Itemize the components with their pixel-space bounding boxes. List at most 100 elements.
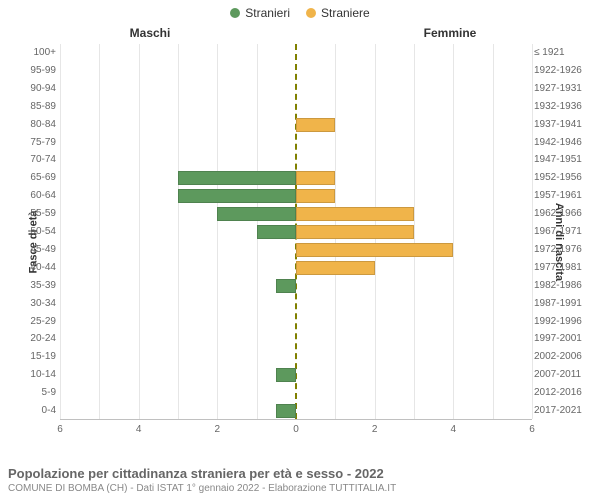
chart-row — [60, 223, 532, 241]
chart-row — [60, 330, 532, 348]
ytick-birth: ≤ 1921 — [534, 44, 586, 62]
legend-label-male: Stranieri — [245, 6, 290, 20]
bar-female — [296, 118, 335, 132]
ytick-birth: 1967-1971 — [534, 223, 586, 241]
xtick: 4 — [451, 424, 457, 435]
chart-row — [60, 277, 532, 295]
ytick-age: 90-94 — [20, 80, 56, 98]
ytick-birth: 1947-1951 — [534, 151, 586, 169]
bar-female — [296, 171, 335, 185]
chart-row — [60, 313, 532, 331]
bar-male — [178, 189, 296, 203]
column-headers: Maschi Femmine — [0, 20, 600, 40]
ytick-age: 10-14 — [20, 366, 56, 384]
legend-swatch-female — [306, 8, 316, 18]
chart-row — [60, 44, 532, 62]
xtick: 2 — [372, 424, 378, 435]
chart-row — [60, 384, 532, 402]
ytick-birth: 1952-1956 — [534, 169, 586, 187]
ytick-birth: 1932-1936 — [534, 98, 586, 116]
chart-row — [60, 295, 532, 313]
ytick-age: 70-74 — [20, 151, 56, 169]
ytick-age: 20-24 — [20, 330, 56, 348]
ytick-birth: 1927-1931 — [534, 80, 586, 98]
chart-subtitle: COMUNE DI BOMBA (CH) - Dati ISTAT 1° gen… — [8, 483, 592, 494]
ytick-age: 5-9 — [20, 384, 56, 402]
ytick-age: 0-4 — [20, 402, 56, 420]
bar-female — [296, 261, 375, 275]
ytick-age: 25-29 — [20, 313, 56, 331]
footer: Popolazione per cittadinanza straniera p… — [8, 466, 592, 494]
xtick: 0 — [293, 424, 299, 435]
column-header-right: Femmine — [300, 26, 600, 40]
xtick: 2 — [215, 424, 221, 435]
bar-male — [276, 279, 296, 293]
legend-item-female: Straniere — [306, 6, 370, 20]
ytick-birth: 1977-1981 — [534, 259, 586, 277]
ytick-birth: 1997-2001 — [534, 330, 586, 348]
ytick-age: 35-39 — [20, 277, 56, 295]
xtick: 6 — [57, 424, 63, 435]
ytick-age: 65-69 — [20, 169, 56, 187]
bar-male — [257, 225, 296, 239]
legend: Stranieri Straniere — [0, 0, 600, 20]
bar-female — [296, 243, 453, 257]
chart-row — [60, 98, 532, 116]
gridline — [532, 44, 533, 419]
chart-row — [60, 348, 532, 366]
ytick-birth: 1937-1941 — [534, 116, 586, 134]
ytick-birth: 1922-1926 — [534, 62, 586, 80]
chart-row — [60, 62, 532, 80]
bar-female — [296, 189, 335, 203]
ytick-birth: 1972-1976 — [534, 241, 586, 259]
chart-row — [60, 259, 532, 277]
chart-row — [60, 116, 532, 134]
xtick: 4 — [136, 424, 142, 435]
ytick-age: 45-49 — [20, 241, 56, 259]
ytick-age: 85-89 — [20, 98, 56, 116]
ytick-age: 95-99 — [20, 62, 56, 80]
chart-row — [60, 80, 532, 98]
ytick-birth: 1982-1986 — [534, 277, 586, 295]
xtick: 6 — [529, 424, 535, 435]
chart-row — [60, 134, 532, 152]
chart-row — [60, 205, 532, 223]
ytick-birth: 2017-2021 — [534, 402, 586, 420]
ytick-age: 40-44 — [20, 259, 56, 277]
ytick-birth: 1987-1991 — [534, 295, 586, 313]
chart-row — [60, 366, 532, 384]
ytick-birth: 1992-1996 — [534, 313, 586, 331]
bar-male — [276, 404, 296, 418]
column-header-left: Maschi — [0, 26, 300, 40]
ytick-age: 15-19 — [20, 348, 56, 366]
chart-row — [60, 241, 532, 259]
bar-male — [217, 207, 296, 221]
chart-area: Fasce di età Anni di nascita 6420246 100… — [0, 44, 600, 440]
ytick-birth: 2002-2006 — [534, 348, 586, 366]
bar-male — [178, 171, 296, 185]
chart-title: Popolazione per cittadinanza straniera p… — [8, 466, 592, 481]
legend-swatch-male — [230, 8, 240, 18]
ytick-birth: 2007-2011 — [534, 366, 586, 384]
ytick-age: 80-84 — [20, 116, 56, 134]
ytick-age: 55-59 — [20, 205, 56, 223]
chart-row — [60, 402, 532, 420]
chart-row — [60, 169, 532, 187]
legend-item-male: Stranieri — [230, 6, 290, 20]
legend-label-female: Straniere — [321, 6, 370, 20]
plot — [60, 44, 532, 420]
chart-row — [60, 151, 532, 169]
ytick-birth: 1962-1966 — [534, 205, 586, 223]
chart-row — [60, 187, 532, 205]
bar-female — [296, 225, 414, 239]
ytick-age: 75-79 — [20, 134, 56, 152]
ytick-birth: 2012-2016 — [534, 384, 586, 402]
ytick-age: 30-34 — [20, 295, 56, 313]
x-axis: 6 4 2 0 2 4 6 — [60, 422, 532, 440]
ytick-age: 60-64 — [20, 187, 56, 205]
ytick-age: 50-54 — [20, 223, 56, 241]
ytick-birth: 1942-1946 — [534, 134, 586, 152]
ytick-birth: 1957-1961 — [534, 187, 586, 205]
ytick-age: 100+ — [20, 44, 56, 62]
bar-male — [276, 368, 296, 382]
